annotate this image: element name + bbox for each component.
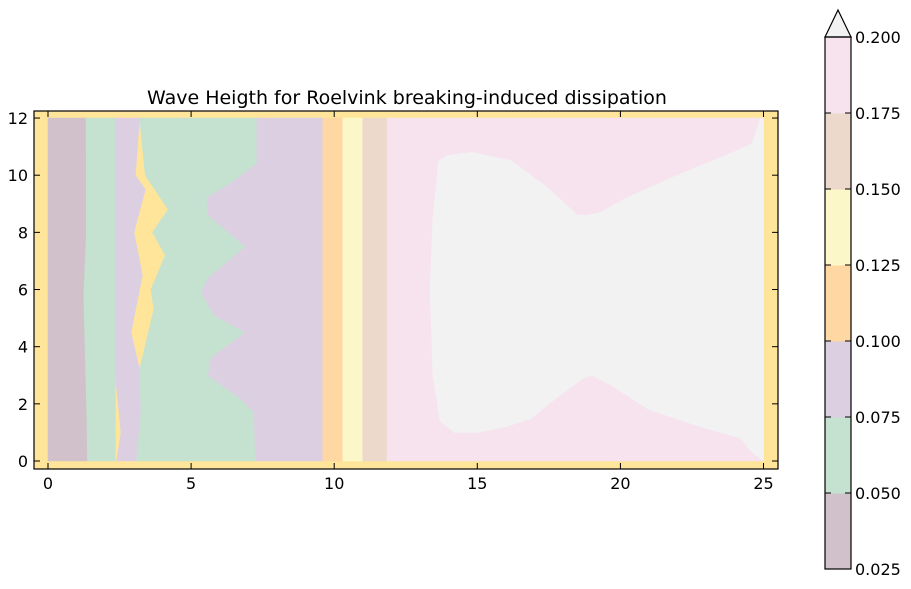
colorbar-tick-label-0: 0.025: [855, 560, 901, 579]
x-tick-label-3: 15: [467, 474, 487, 493]
colorbar-segment-3: [825, 265, 851, 342]
colorbar-tick-label-4: 0.125: [855, 256, 901, 275]
colorbar-segment-1: [825, 417, 851, 494]
band-level-0: [47, 117, 89, 462]
colorbar-segment-0: [825, 493, 851, 570]
colorbar-tick-label-7: 0.200: [855, 28, 901, 47]
colorbar-tick-label-1: 0.050: [855, 484, 901, 503]
chart-title: Wave Heigth for Roelvink breaking-induce…: [147, 87, 667, 109]
x-tick-label-2: 10: [324, 474, 344, 493]
x-tick-label-1: 5: [186, 474, 196, 493]
band-level-2-right: [200, 117, 324, 462]
y-tick-label-1: 2: [18, 395, 28, 414]
band-over-max: [429, 117, 764, 462]
x-tick-label-5: 25: [753, 474, 773, 493]
colorbar-segment-6: [825, 37, 851, 114]
colorbar-tick-label-6: 0.175: [855, 104, 901, 123]
y-tick-label-0: 0: [18, 452, 28, 471]
colorbar-frame: [824, 36, 852, 570]
y-tick-label-6: 12: [8, 109, 28, 128]
colorbar-segment-5: [825, 113, 851, 190]
y-tick-label-4: 8: [18, 223, 28, 242]
colorbar-extend-max: [824, 8, 852, 38]
x-tick-label-4: 20: [610, 474, 630, 493]
colorbar-segment-2: [825, 341, 851, 418]
band-level-5: [362, 117, 388, 462]
colorbar-tick-label-3: 0.100: [855, 332, 901, 351]
band-level-1-left: [83, 117, 116, 462]
y-tick-label-3: 6: [18, 281, 28, 300]
colorbar-tick-label-5: 0.150: [855, 180, 901, 199]
y-tick-label-5: 10: [8, 166, 28, 185]
colorbar-tick-label-2: 0.075: [855, 408, 901, 427]
x-tick-label-0: 0: [43, 474, 53, 493]
band-level-4: [342, 117, 364, 462]
y-tick-label-2: 4: [18, 338, 28, 357]
band-level-3: [322, 117, 344, 462]
colorbar-segment-4: [825, 189, 851, 266]
band-level-2-narrow: [115, 117, 146, 462]
